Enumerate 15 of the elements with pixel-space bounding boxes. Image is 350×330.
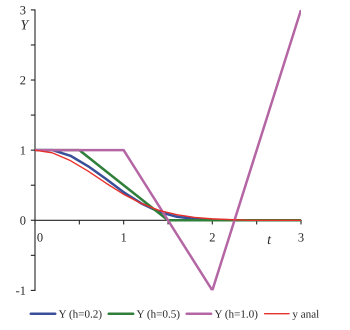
x-tick-label: 3 — [298, 233, 304, 242]
legend-label: Y (h=0.5) — [136, 310, 180, 320]
legend-label: Y (h=1.0) — [214, 310, 258, 320]
x-tick-label: 1 — [122, 233, 126, 242]
x-tick-label: 0 — [37, 233, 43, 242]
y-tick-label: 1 — [20, 146, 26, 154]
legend-label: Y (h=0.2) — [58, 310, 102, 320]
legend-label: y anal — [292, 310, 319, 320]
y-tick-label: 3 — [20, 6, 26, 14]
y-axis-title: Y — [21, 20, 30, 30]
x-axis-title: t — [268, 236, 272, 244]
y-tick-label: 0 — [20, 216, 26, 225]
x-tick-label: 2 — [210, 233, 215, 242]
y-tick-label: 2 — [20, 76, 26, 84]
y-tick-label: -1 — [16, 286, 26, 295]
